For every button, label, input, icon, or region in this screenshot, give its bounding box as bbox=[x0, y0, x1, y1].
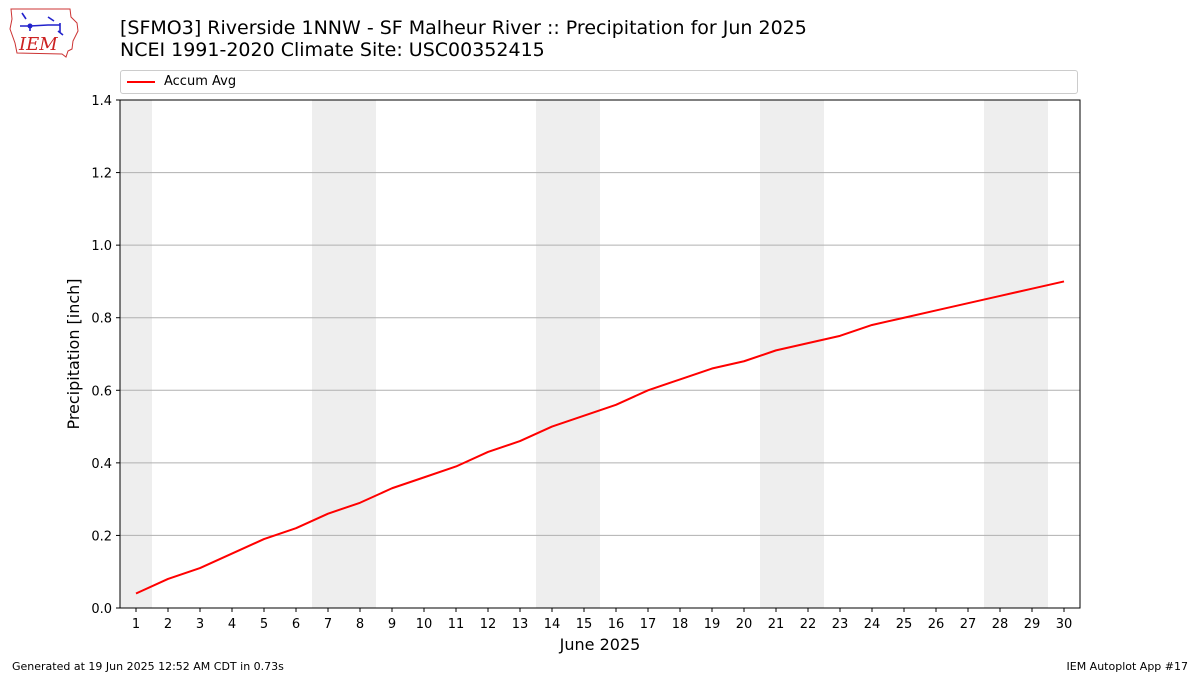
x-tick-label-2: 3 bbox=[196, 617, 204, 632]
x-tick-label-7: 8 bbox=[356, 617, 364, 632]
y-tick-label-3: 0.6 bbox=[91, 384, 112, 399]
chart-title: [SFMO3] Riverside 1NNW - SF Malheur Rive… bbox=[120, 17, 807, 39]
x-tick-label-14: 15 bbox=[576, 617, 593, 632]
x-tick-label-20: 21 bbox=[768, 617, 785, 632]
x-tick-label-19: 20 bbox=[736, 617, 753, 632]
x-tick-label-29: 30 bbox=[1056, 617, 1073, 632]
x-tick-label-28: 29 bbox=[1024, 617, 1041, 632]
x-tick-label-17: 18 bbox=[672, 617, 689, 632]
autoplot-app-label: IEM Autoplot App #17 bbox=[1066, 660, 1189, 673]
x-tick-label-15: 16 bbox=[608, 617, 625, 632]
legend-label: Accum Avg bbox=[164, 74, 237, 89]
weekend-shade-0 bbox=[120, 100, 152, 608]
weather-station-icon bbox=[20, 12, 64, 36]
iowa-outline-icon bbox=[9, 8, 79, 58]
x-tick-label-10: 11 bbox=[448, 617, 465, 632]
x-tick-label-5: 6 bbox=[292, 617, 300, 632]
series-line-0 bbox=[135, 280, 1065, 595]
weekend-shade-1 bbox=[312, 100, 376, 608]
weekend-shade-3 bbox=[760, 100, 824, 608]
x-tick-label-22: 23 bbox=[832, 617, 849, 632]
y-tick-label-0: 0.0 bbox=[91, 602, 112, 617]
y-tick-label-1: 0.2 bbox=[91, 529, 112, 544]
x-tick-label-21: 22 bbox=[800, 617, 817, 632]
weekend-shade-2 bbox=[536, 100, 600, 608]
plot-frame bbox=[119, 99, 1081, 609]
x-tick-label-23: 24 bbox=[864, 617, 881, 632]
x-tick-label-8: 9 bbox=[388, 617, 396, 632]
y-tick-label-2: 0.4 bbox=[91, 457, 112, 472]
y-tick-label-5: 1.0 bbox=[91, 239, 112, 254]
logo-text: IEM bbox=[18, 34, 58, 55]
x-tick-label-11: 12 bbox=[480, 617, 497, 632]
weekend-shade-4 bbox=[984, 100, 1048, 608]
chart-subtitle: NCEI 1991-2020 Climate Site: USC00352415 bbox=[120, 39, 545, 61]
chart-legend: Accum Avg bbox=[120, 70, 1078, 94]
x-tick-label-12: 13 bbox=[512, 617, 529, 632]
x-axis-label: June 2025 bbox=[559, 635, 641, 654]
x-tick-label-25: 26 bbox=[928, 617, 945, 632]
x-tick-label-16: 17 bbox=[640, 617, 657, 632]
x-tick-label-24: 25 bbox=[896, 617, 913, 632]
x-tick-label-13: 14 bbox=[544, 617, 561, 632]
x-tick-label-18: 19 bbox=[704, 617, 721, 632]
x-tick-label-6: 7 bbox=[324, 617, 332, 632]
x-tick-label-9: 10 bbox=[416, 617, 433, 632]
x-tick-label-26: 27 bbox=[960, 617, 977, 632]
x-tick-label-1: 2 bbox=[164, 617, 172, 632]
y-axis-label: Precipitation [inch] bbox=[64, 278, 83, 429]
y-tick-label-7: 1.4 bbox=[91, 94, 112, 109]
x-tick-label-27: 28 bbox=[992, 617, 1009, 632]
iem-logo: IEM bbox=[9, 8, 79, 58]
y-tick-label-4: 0.8 bbox=[91, 312, 112, 327]
x-tick-label-3: 4 bbox=[228, 617, 236, 632]
x-tick-label-0: 1 bbox=[132, 617, 140, 632]
generated-timestamp: Generated at 19 Jun 2025 12:52 AM CDT in… bbox=[12, 660, 284, 673]
x-tick-label-4: 5 bbox=[260, 617, 268, 632]
y-tick-label-6: 1.2 bbox=[91, 167, 112, 182]
legend-line-swatch bbox=[127, 81, 155, 83]
